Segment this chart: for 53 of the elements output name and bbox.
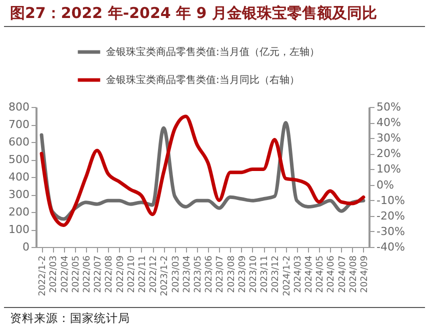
x-tick-label: 2023/04 bbox=[182, 255, 192, 293]
x-tick-label: 2022/10 bbox=[126, 255, 137, 293]
legend-label: 金银珠宝类商品零售类值:当月同比（右轴） bbox=[106, 74, 300, 86]
y-tick-label: 200 bbox=[8, 206, 30, 218]
x-tick-label: 2023/03 bbox=[171, 256, 182, 293]
y2-tick-label: -30% bbox=[376, 224, 405, 238]
x-tick-label: 2024/05 bbox=[316, 256, 326, 293]
y2-tick-label: 10% bbox=[376, 162, 401, 176]
x-tick-label: 2022/08 bbox=[104, 255, 115, 293]
x-tick-label: 2023/06 bbox=[204, 255, 215, 293]
x-tick-label: 2023/05 bbox=[193, 256, 204, 293]
x-tick-label: 2022/04 bbox=[60, 255, 70, 293]
x-tick-label: 2022/12 bbox=[149, 256, 160, 293]
y-tick-label: 0 bbox=[22, 240, 30, 254]
x-tick-label: 2024/08 bbox=[348, 255, 359, 293]
y-tick-label: 800 bbox=[8, 100, 30, 114]
x-tick-label: 2023/10 bbox=[248, 255, 259, 293]
y2-tick-label: 50% bbox=[376, 100, 401, 114]
y-tick-label: 600 bbox=[8, 136, 30, 148]
x-tick-label: 2024/07 bbox=[338, 256, 348, 293]
x-tick-label: 2022/07 bbox=[94, 256, 104, 293]
y2-tick-label: 20% bbox=[376, 147, 401, 160]
x-tick-label: 2024/06 bbox=[326, 255, 337, 293]
y2-tick-label: -10% bbox=[376, 194, 405, 207]
x-tick-label: 2022/06 bbox=[82, 255, 92, 293]
x-tick-label: 2023/08 bbox=[226, 255, 237, 293]
x-tick-label: 2023/1-2 bbox=[160, 256, 170, 296]
x-tick-label: 2023/07 bbox=[216, 256, 226, 293]
y2-tick-label: -40% bbox=[376, 240, 405, 254]
y2-tick-label: 40% bbox=[376, 116, 401, 130]
y-tick-label: 700 bbox=[8, 118, 30, 131]
legend-label: 金银珠宝类商品零售类值:当月值（亿元，左轴） bbox=[106, 46, 320, 58]
y-tick-label: 300 bbox=[8, 188, 30, 201]
y2-tick-label: 0% bbox=[376, 178, 394, 192]
x-tick-label: 2023/11 bbox=[260, 256, 270, 293]
x-tick-label: 2024/03 bbox=[293, 256, 304, 293]
y-tick-label: 100 bbox=[8, 223, 30, 236]
x-tick-label: 2022/11 bbox=[138, 256, 148, 293]
y2-tick-label: -20% bbox=[376, 209, 405, 222]
y-tick-label: 400 bbox=[8, 170, 30, 184]
x-tick-label: 2024/04 bbox=[304, 255, 314, 293]
x-tick-label: 2024/1-2 bbox=[282, 256, 292, 296]
y2-tick-label: 30% bbox=[376, 132, 401, 145]
x-tick-label: 2022/03 bbox=[49, 256, 60, 293]
x-tick-label: 2023/12 bbox=[271, 256, 282, 293]
x-tick-label: 2022/09 bbox=[116, 255, 126, 293]
x-tick-label: 2024/09 bbox=[360, 255, 370, 293]
text: 资料来源：国家统计局 bbox=[4, 307, 425, 326]
chart-title: 图27：2022 年-2024 年 9 月金银珠宝零售额及同比 bbox=[4, 0, 425, 27]
x-tick-label: 2023/09 bbox=[238, 255, 248, 293]
x-tick-label: 2022/1-2 bbox=[38, 256, 48, 296]
y-tick-label: 500 bbox=[8, 153, 30, 166]
x-tick-label: 2022/05 bbox=[71, 256, 82, 293]
